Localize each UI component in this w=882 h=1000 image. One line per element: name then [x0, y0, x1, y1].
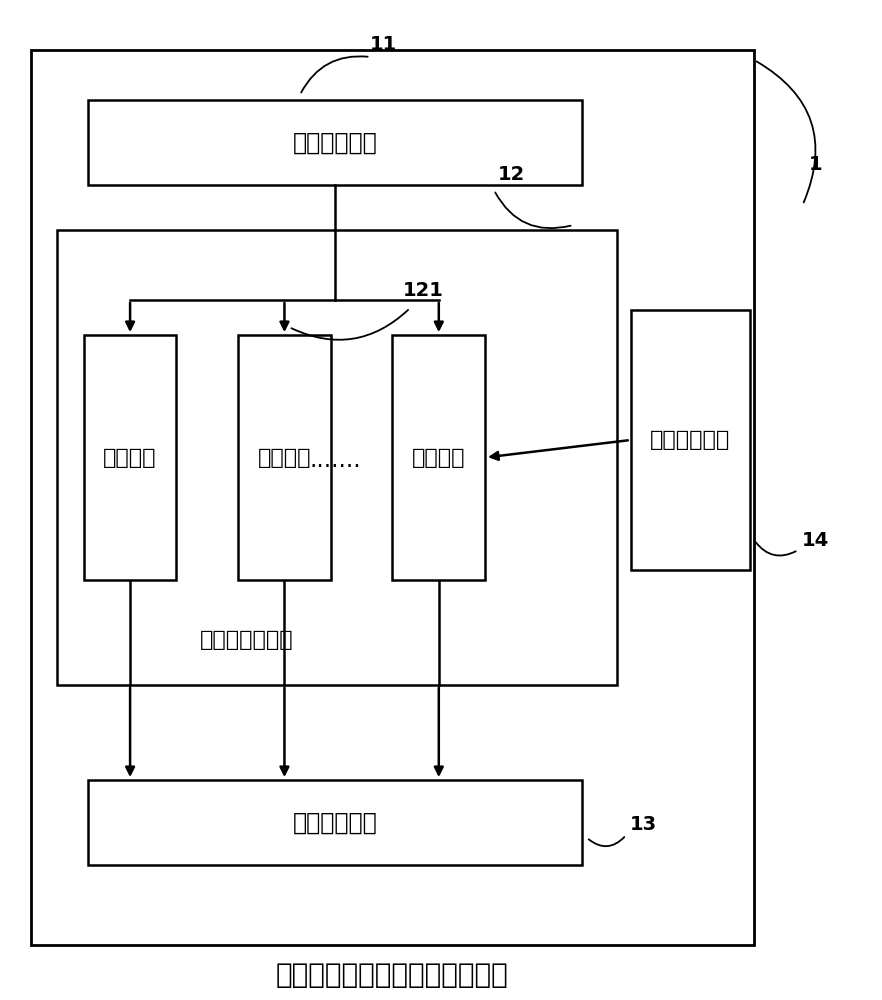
Text: 延违通道: 延违通道 [258, 448, 311, 468]
Bar [631, 310, 750, 570]
Text: 121: 121 [403, 280, 444, 300]
Bar [238, 335, 331, 580]
Text: 可编程逻辑阵列: 可编程逻辑阵列 [200, 630, 294, 650]
Text: 14: 14 [803, 530, 829, 550]
Text: 11: 11 [370, 35, 397, 54]
Text: 时序控制单元: 时序控制单元 [650, 430, 730, 450]
Text: 延违通道: 延违通道 [412, 448, 466, 468]
Text: 13: 13 [631, 816, 657, 834]
Bar [88, 100, 582, 185]
Text: 脉冲输出单元: 脉冲输出单元 [293, 810, 377, 834]
Bar [57, 230, 617, 685]
Text: 可编程的延时触发脉冲同步装置: 可编程的延时触发脉冲同步装置 [276, 961, 509, 989]
Text: .......: ....... [310, 448, 361, 472]
Bar [84, 335, 176, 580]
Text: 12: 12 [498, 165, 525, 184]
Bar [392, 335, 485, 580]
Text: 脉冲输入单元: 脉冲输入单元 [293, 131, 377, 155]
Bar [88, 780, 582, 865]
Text: 延迟通道: 延迟通道 [103, 448, 157, 468]
Bar [31, 50, 754, 945]
Text: 1: 1 [809, 155, 823, 174]
